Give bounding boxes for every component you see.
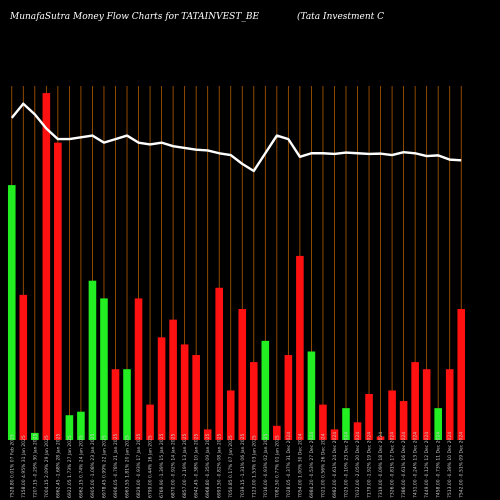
x-tick-label: 7542.00 -0.51% 09 Dec 2024 xyxy=(459,432,465,498)
money-flow-bar-down xyxy=(169,319,177,440)
x-tick-label: 7158.00 4.95% 31 Jan 2025 xyxy=(21,435,27,498)
x-tick-label: 6829.00 -0.93% 17 Jan 2025 xyxy=(136,433,142,498)
x-tick-label: 7039.15 -1.31% 06 Jan 2025 xyxy=(240,433,246,498)
money-flow-bar-down xyxy=(457,309,466,440)
x-tick-label: 7082.50 0.77% 01 Jan 2025 xyxy=(274,435,280,498)
x-tick-label: 6962.15 0.74% 24 Jan 2025 xyxy=(78,435,84,498)
x-tick-label: 6905.00 -1.08% 23 Jan 2025 xyxy=(90,433,96,498)
money-flow-bar-down xyxy=(330,429,339,440)
money-flow-bar-down xyxy=(388,390,396,440)
price-line xyxy=(10,102,462,173)
money-flow-bar-up xyxy=(88,280,97,440)
money-flow-bar-down xyxy=(180,344,189,440)
x-tick-label: 6769.90 -1.39% 15 Jan 2025 xyxy=(159,433,165,498)
x-tick-label: 6978.45 0.99% 22 Jan 2025 xyxy=(101,435,107,498)
x-tick-label: 7016.00 -0.93% 02 Jan 2025 xyxy=(263,433,269,498)
money-flow-bar-down xyxy=(238,309,247,440)
money-flow-bar-down xyxy=(203,429,212,440)
x-tick-label: 7207.15 -0.29% 30 Jan 2025 xyxy=(32,433,38,498)
money-flow-bar-down xyxy=(353,422,362,440)
money-flow-bar-down xyxy=(215,287,224,440)
x-tick-label: 7050.85 0.17% 07 Jan 2025 xyxy=(228,435,234,498)
money-flow-bar-up xyxy=(31,432,39,440)
money-flow-bar-down xyxy=(157,337,166,440)
x-tick-label: 6982.00 -0.61% 24 Dec 2024 xyxy=(332,432,338,498)
x-tick-label: 6870.00 -0.92% 14 Jan 2025 xyxy=(171,433,177,498)
money-flow-bar-down xyxy=(411,362,419,440)
money-flow-bar-up xyxy=(307,351,316,440)
x-tick-label: 7528.80 0.01% 07 Feb 2025 xyxy=(9,434,15,498)
x-tick-label: 6942.45 -0.38% 10 Jan 2025 xyxy=(194,433,200,498)
money-flow-bar-up xyxy=(65,415,74,440)
x-tick-label: 7458.00 -0.73% 11 Dec 2024 xyxy=(436,432,442,498)
money-flow-bar-up xyxy=(434,408,442,440)
money-flow-bar-down xyxy=(319,404,327,440)
money-flow-bar-up xyxy=(123,369,131,440)
money-flow-bar-down xyxy=(445,369,454,440)
x-tick-label: 6799.00 0.44% 16 Jan 2025 xyxy=(148,435,154,498)
money-flow-bar-up xyxy=(100,298,108,440)
money-flow-bar-down xyxy=(273,425,281,440)
x-tick-labels: 7528.80 0.01% 07 Feb 2025 7158.00 4.95% 3… xyxy=(9,432,464,498)
money-flow-bar-down xyxy=(54,142,62,440)
chart-header-right: (Tata Investment C xyxy=(297,12,385,22)
x-tick-label: 7319.00 -0.09% 18 Dec 2024 xyxy=(378,432,384,498)
money-flow-bar-down xyxy=(284,355,293,440)
money-flow-bar-down xyxy=(399,401,408,440)
money-flow-bar-down xyxy=(365,393,373,440)
x-tick-label: 6984.20 -0.53% 27 Dec 2024 xyxy=(309,432,315,498)
money-flow-bar-down xyxy=(226,390,235,440)
x-tick-label: 6968.80 -0.35% 09 Jan 2025 xyxy=(205,433,211,498)
x-tick-label: 7179.00 -1.92% 19 Dec 2024 xyxy=(367,432,373,498)
money-flow-bar-down xyxy=(192,355,200,440)
money-flow-bar-down xyxy=(422,369,431,440)
money-flow-bar-down xyxy=(376,436,385,440)
x-tick-label: 7513.00 -0.39% 10 Dec 2024 xyxy=(447,432,453,498)
money-flow-bar-down xyxy=(111,369,120,440)
x-tick-label: 7032.00 -2.05% 20 Dec 2024 xyxy=(355,432,361,498)
x-tick-label: 6963.55 1.81% 20 Jan 2025 xyxy=(125,435,131,498)
money-flow-bar-up xyxy=(342,408,350,440)
x-tick-label: 6993.50 -0.82% 08 Jan 2025 xyxy=(217,433,223,498)
x-tick-label: 6922.05 1.73% 27 Jan 2025 xyxy=(67,435,73,498)
x-tick-label: 6857.00 -2.19% 13 Jan 2025 xyxy=(182,433,188,498)
money-flow-bar-up xyxy=(77,411,85,440)
x-tick-label: 7054.00 1.00% 30 Dec 2024 xyxy=(297,433,303,498)
x-tick-label: 7386.00 -0.61% 16 Dec 2024 xyxy=(401,432,407,498)
money-flow-bar-down xyxy=(19,294,28,440)
x-tick-label: 7025.00 -0.10% 23 Dec 2024 xyxy=(343,432,349,498)
x-tick-label: 7028.05 -0.37% 31 Dec 2024 xyxy=(286,432,292,498)
x-tick-label: 7326.00 -0.81% 17 Dec 2024 xyxy=(390,432,396,498)
x-tick-label: 6962.45 -1.68% 28 Jan 2025 xyxy=(55,433,61,498)
x-tick-label: 7449.00 -0.12% 12 Dec 2024 xyxy=(424,432,430,498)
x-tick-label: 7021.00 0.56% 26 Dec 2024 xyxy=(320,433,326,498)
money-flow-bar-down xyxy=(146,404,154,440)
x-tick-label: 7004.15 2.09% 29 Jan 2025 xyxy=(44,435,50,498)
money-flow-bar-down xyxy=(134,298,143,440)
x-tick-label: 7123.00 1.53% 03 Jan 2025 xyxy=(251,435,257,498)
money-flow-bar-down xyxy=(42,93,51,440)
money-flow-bar-up xyxy=(261,340,270,440)
vertical-gridlines xyxy=(11,86,462,440)
money-flow-bar-down xyxy=(296,255,304,440)
money-flow-bar-down xyxy=(249,362,258,440)
x-tick-label: 7431.00 -0.24% 13 Dec 2024 xyxy=(413,432,419,498)
x-tick-label: 6906.05 -0.78% 21 Jan 2025 xyxy=(113,433,119,498)
money-flow-bar-up xyxy=(7,185,16,440)
money-flow-bars xyxy=(7,93,466,440)
chart-header: MunafaSutra Money Flow Charts for TATAIN… xyxy=(0,8,500,26)
chart-header-left: MunafaSutra Money Flow Charts for TATAIN… xyxy=(10,12,260,22)
